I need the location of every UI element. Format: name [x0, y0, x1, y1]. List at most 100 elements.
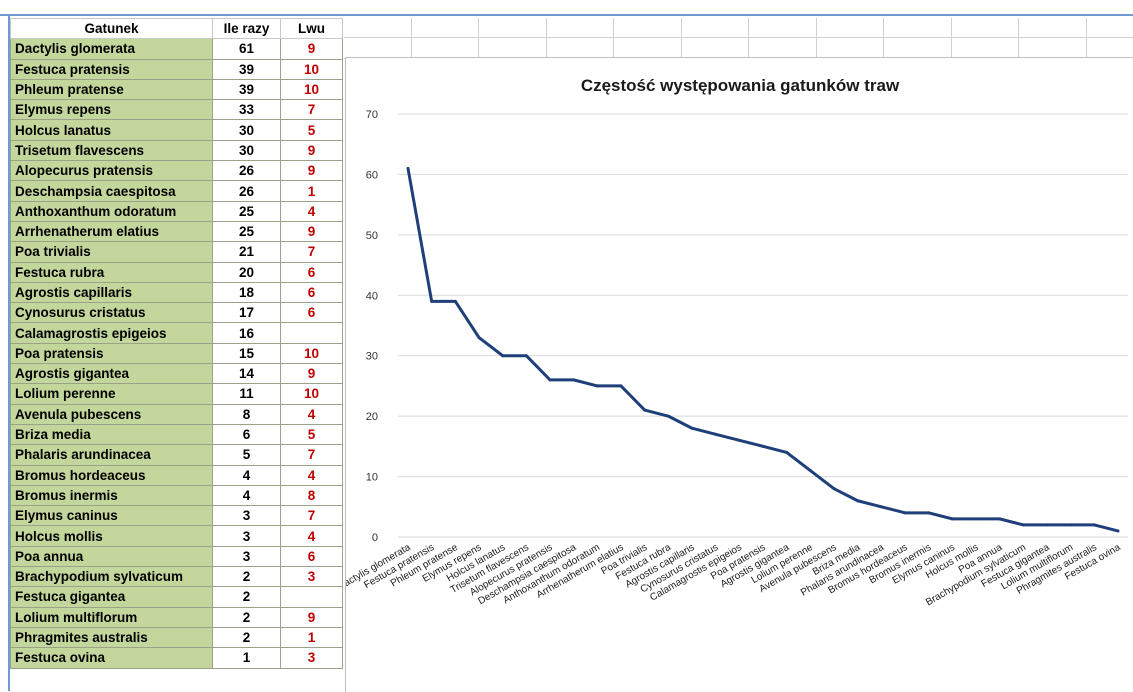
sheet-cell[interactable] [412, 18, 480, 38]
count-cell[interactable]: 30 [213, 120, 281, 140]
sheet-cell[interactable] [479, 18, 547, 38]
data-point[interactable] [1093, 523, 1096, 526]
data-point[interactable] [454, 300, 457, 303]
lwu-cell[interactable]: 7 [281, 242, 343, 262]
lwu-cell[interactable]: 10 [281, 384, 343, 404]
sheet-cell[interactable] [412, 38, 480, 58]
data-point[interactable] [951, 517, 954, 520]
species-cell[interactable]: Agrostis gigantea [11, 364, 213, 384]
lwu-cell[interactable]: 4 [281, 526, 343, 546]
species-cell[interactable]: Holcus mollis [11, 526, 213, 546]
species-cell[interactable]: Poa annua [11, 546, 213, 566]
species-cell[interactable]: Trisetum flavescens [11, 140, 213, 160]
species-cell[interactable]: Phalaris arundinacea [11, 445, 213, 465]
species-cell[interactable]: Bromus hordeaceus [11, 465, 213, 485]
data-point[interactable] [596, 384, 599, 387]
lwu-cell[interactable]: 7 [281, 100, 343, 120]
species-cell[interactable]: Elymus caninus [11, 506, 213, 526]
count-cell[interactable]: 3 [213, 506, 281, 526]
species-cell[interactable]: Brachypodium sylvaticum [11, 567, 213, 587]
count-cell[interactable]: 33 [213, 100, 281, 120]
count-cell[interactable]: 3 [213, 526, 281, 546]
lwu-cell[interactable]: 3 [281, 648, 343, 668]
data-point[interactable] [572, 378, 575, 381]
sheet-cell[interactable] [479, 38, 547, 58]
species-cell[interactable]: Anthoxanthum odoratum [11, 201, 213, 221]
count-cell[interactable]: 30 [213, 140, 281, 160]
species-cell[interactable]: Lolium multiflorum [11, 607, 213, 627]
sheet-cell[interactable] [682, 18, 750, 38]
sheet-cell[interactable] [547, 18, 615, 38]
data-point[interactable] [407, 167, 410, 170]
species-cell[interactable]: Festuca gigantea [11, 587, 213, 607]
sheet-cell[interactable] [952, 38, 1020, 58]
sheet-cell[interactable] [1019, 38, 1087, 58]
lwu-cell[interactable]: 5 [281, 424, 343, 444]
lwu-cell[interactable]: 9 [281, 161, 343, 181]
count-cell[interactable]: 61 [213, 39, 281, 59]
count-cell[interactable]: 11 [213, 384, 281, 404]
lwu-cell[interactable]: 4 [281, 201, 343, 221]
count-cell[interactable]: 25 [213, 221, 281, 241]
data-point[interactable] [880, 505, 883, 508]
count-cell[interactable]: 8 [213, 404, 281, 424]
sheet-cell[interactable] [547, 38, 615, 58]
count-cell[interactable]: 1 [213, 648, 281, 668]
data-point[interactable] [998, 517, 1001, 520]
data-point[interactable] [1022, 523, 1025, 526]
count-cell[interactable]: 15 [213, 343, 281, 363]
sheet-cell[interactable] [1087, 38, 1133, 58]
species-cell[interactable]: Phragmites australis [11, 627, 213, 647]
lwu-cell[interactable]: 9 [281, 140, 343, 160]
count-cell[interactable]: 25 [213, 201, 281, 221]
lwu-cell[interactable]: 6 [281, 282, 343, 302]
header-species[interactable]: Gatunek [11, 19, 213, 39]
count-cell[interactable]: 39 [213, 59, 281, 79]
data-point[interactable] [738, 439, 741, 442]
species-cell[interactable]: Holcus lanatus [11, 120, 213, 140]
sheet-cell[interactable] [344, 18, 412, 38]
count-cell[interactable]: 26 [213, 161, 281, 181]
count-cell[interactable]: 5 [213, 445, 281, 465]
species-cell[interactable]: Festuca pratensis [11, 59, 213, 79]
lwu-cell[interactable]: 9 [281, 364, 343, 384]
lwu-cell[interactable]: 7 [281, 506, 343, 526]
count-cell[interactable]: 18 [213, 282, 281, 302]
lwu-cell[interactable]: 9 [281, 607, 343, 627]
count-cell[interactable]: 2 [213, 587, 281, 607]
lwu-cell[interactable]: 4 [281, 465, 343, 485]
lwu-cell[interactable]: 1 [281, 181, 343, 201]
species-cell[interactable]: Calamagrostis epigeios [11, 323, 213, 343]
sheet-cell[interactable] [614, 18, 682, 38]
data-point[interactable] [833, 487, 836, 490]
data-point[interactable] [856, 499, 859, 502]
lwu-cell[interactable]: 5 [281, 120, 343, 140]
sheet-cell[interactable] [817, 18, 885, 38]
data-point[interactable] [549, 378, 552, 381]
species-cell[interactable]: Cynosurus cristatus [11, 303, 213, 323]
data-point[interactable] [525, 354, 528, 357]
data-point[interactable] [975, 517, 978, 520]
lwu-cell[interactable]: 4 [281, 404, 343, 424]
data-point[interactable] [714, 433, 717, 436]
sheet-cell[interactable] [817, 38, 885, 58]
count-cell[interactable]: 2 [213, 567, 281, 587]
sheet-cell[interactable] [952, 18, 1020, 38]
data-point[interactable] [1117, 529, 1120, 532]
count-cell[interactable]: 21 [213, 242, 281, 262]
count-cell[interactable]: 4 [213, 485, 281, 505]
species-cell[interactable]: Lolium perenne [11, 384, 213, 404]
species-cell[interactable]: Bromus inermis [11, 485, 213, 505]
species-cell[interactable]: Briza media [11, 424, 213, 444]
sheet-cell[interactable] [1087, 18, 1133, 38]
sheet-cell[interactable] [1019, 18, 1087, 38]
species-cell[interactable]: Arrhenatherum elatius [11, 221, 213, 241]
data-point[interactable] [478, 336, 481, 339]
data-point[interactable] [643, 409, 646, 412]
species-cell[interactable]: Poa pratensis [11, 343, 213, 363]
species-cell[interactable]: Agrostis capillaris [11, 282, 213, 302]
lwu-cell[interactable]: 7 [281, 445, 343, 465]
header-lwu[interactable]: Lwu [281, 19, 343, 39]
species-cell[interactable]: Poa trivialis [11, 242, 213, 262]
lwu-cell[interactable]: 3 [281, 567, 343, 587]
